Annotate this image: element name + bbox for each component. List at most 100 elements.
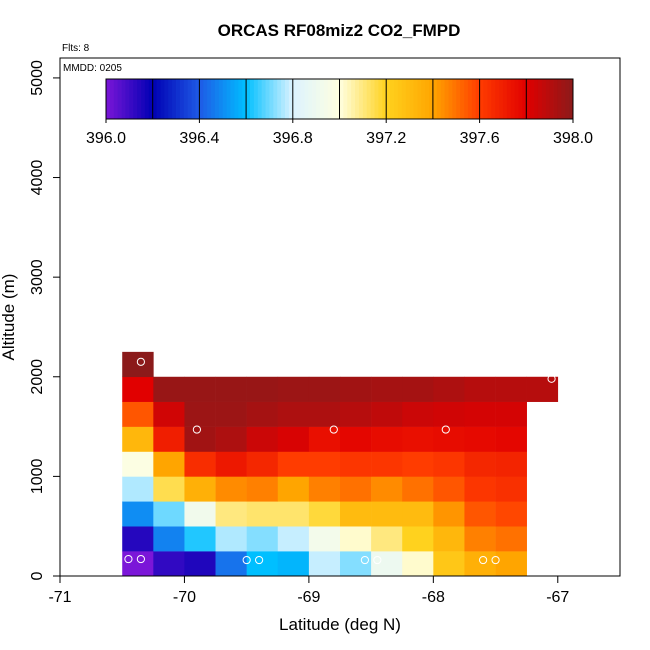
colorbar-swatch	[327, 79, 333, 119]
heatmap-cell	[526, 376, 559, 402]
colorbar-swatch	[242, 79, 247, 119]
heatmap-cell	[277, 376, 310, 402]
colorbar-swatch	[152, 79, 157, 119]
colorbar-swatch	[288, 79, 294, 119]
colorbar-swatch	[226, 79, 231, 119]
heatmap-cell	[122, 501, 154, 527]
y-tick-label: 2000	[29, 359, 46, 395]
colorbar-swatch	[335, 79, 340, 119]
y-tick-label: 0	[29, 571, 46, 580]
heatmap-cell	[371, 501, 403, 527]
heatmap-cell	[464, 451, 496, 477]
colorbar-swatch	[440, 79, 445, 119]
colorbar-swatch	[386, 79, 391, 119]
colorbar-swatch	[211, 79, 216, 119]
flight-point	[242, 555, 251, 565]
heatmap-cell	[153, 426, 185, 452]
heatmap-cell	[246, 551, 279, 576]
heatmap-cell	[340, 526, 372, 552]
heatmap-cell	[153, 451, 185, 477]
colorbar-swatch	[351, 79, 356, 119]
heatmap-cell	[153, 476, 185, 502]
heatmap-cell	[433, 501, 465, 527]
y-tick-label: 1000	[29, 458, 46, 494]
colorbar-swatch	[121, 79, 126, 119]
colorbar-swatch	[495, 79, 500, 119]
heatmap-cell	[495, 551, 527, 576]
heatmap-cell	[277, 551, 310, 576]
heatmap-cell	[153, 526, 185, 552]
heatmap-cell	[184, 376, 216, 402]
colorbar-swatch	[304, 79, 309, 119]
colorbar-swatch	[156, 79, 161, 119]
heatmap-cell	[122, 476, 154, 502]
colorbar-swatch	[471, 79, 477, 119]
colorbar-swatch	[285, 79, 290, 119]
colorbar-swatch	[557, 79, 562, 119]
colorbar-swatch	[569, 79, 574, 119]
heatmap-cell	[371, 476, 403, 502]
colorbar-swatch	[417, 79, 422, 119]
colorbar-swatch	[526, 79, 531, 119]
colorbar-swatch	[281, 79, 286, 119]
heatmap-cell	[277, 401, 310, 427]
heatmap-cell	[495, 451, 527, 477]
colorbar-swatch	[452, 79, 457, 119]
heatmap-cell	[184, 476, 216, 502]
colorbar-tick-label: 396.8	[273, 130, 313, 147]
colorbar-swatch	[355, 79, 360, 119]
heatmap-cell	[495, 376, 527, 402]
colorbar-swatch	[218, 79, 224, 119]
colorbar-swatch	[203, 79, 208, 119]
colorbar-swatch	[183, 79, 189, 119]
colorbar-swatch	[308, 79, 313, 119]
heatmap-cell	[215, 401, 247, 427]
y-tick-label: 3000	[29, 259, 46, 295]
heatmap-cell	[215, 476, 247, 502]
colorbar-swatch	[390, 79, 395, 119]
y-tick-label: 4000	[29, 160, 46, 196]
heatmap-cell	[308, 401, 341, 427]
date-annotation: MMDD: 0205	[63, 63, 122, 74]
flight-point	[329, 425, 338, 434]
colorbar-swatch	[499, 79, 504, 119]
heatmap-cell	[464, 401, 496, 427]
heatmap-cell	[184, 451, 216, 477]
heatmap-cell	[340, 501, 372, 527]
colorbar-swatch	[479, 79, 484, 119]
colorbar-swatch	[460, 79, 465, 119]
colorbar-swatch	[187, 79, 193, 119]
colorbar-swatch	[405, 79, 410, 119]
flight-point	[479, 555, 488, 565]
colorbar-swatch	[506, 79, 512, 119]
heatmap-cell	[433, 376, 465, 402]
heatmap-cell	[464, 501, 496, 527]
colorbar-swatch	[362, 79, 368, 119]
flight-point	[192, 425, 201, 434]
heatmap-cell	[246, 451, 279, 477]
heatmap-cell	[340, 376, 372, 402]
heatmap-cell	[246, 476, 279, 502]
colorbar-swatch	[545, 79, 551, 119]
y-axis: 0 1000 2000 3000 4000 5000	[29, 60, 61, 580]
heatmap-cell	[308, 501, 341, 527]
colorbar-swatch	[113, 79, 119, 119]
colorbar-swatch	[491, 79, 496, 119]
colorbar-swatch	[339, 79, 344, 119]
x-tick-label: -69	[297, 589, 320, 606]
heatmap-cell	[153, 501, 185, 527]
heatmap-cell	[464, 376, 496, 402]
heatmap-cell	[153, 401, 185, 427]
colorbar-swatch	[534, 79, 539, 119]
y-axis-label: Altitude (m)	[0, 274, 18, 361]
flight-track-points	[124, 357, 556, 565]
heatmap-cell	[402, 401, 434, 427]
colorbar-swatch	[257, 79, 263, 119]
heatmap-cell	[464, 476, 496, 502]
colorbar-swatch	[129, 79, 134, 119]
flight-point	[441, 425, 450, 434]
heatmap-cell	[371, 526, 403, 552]
x-tick-label: -68	[422, 589, 445, 606]
heatmap-cell	[402, 426, 434, 452]
